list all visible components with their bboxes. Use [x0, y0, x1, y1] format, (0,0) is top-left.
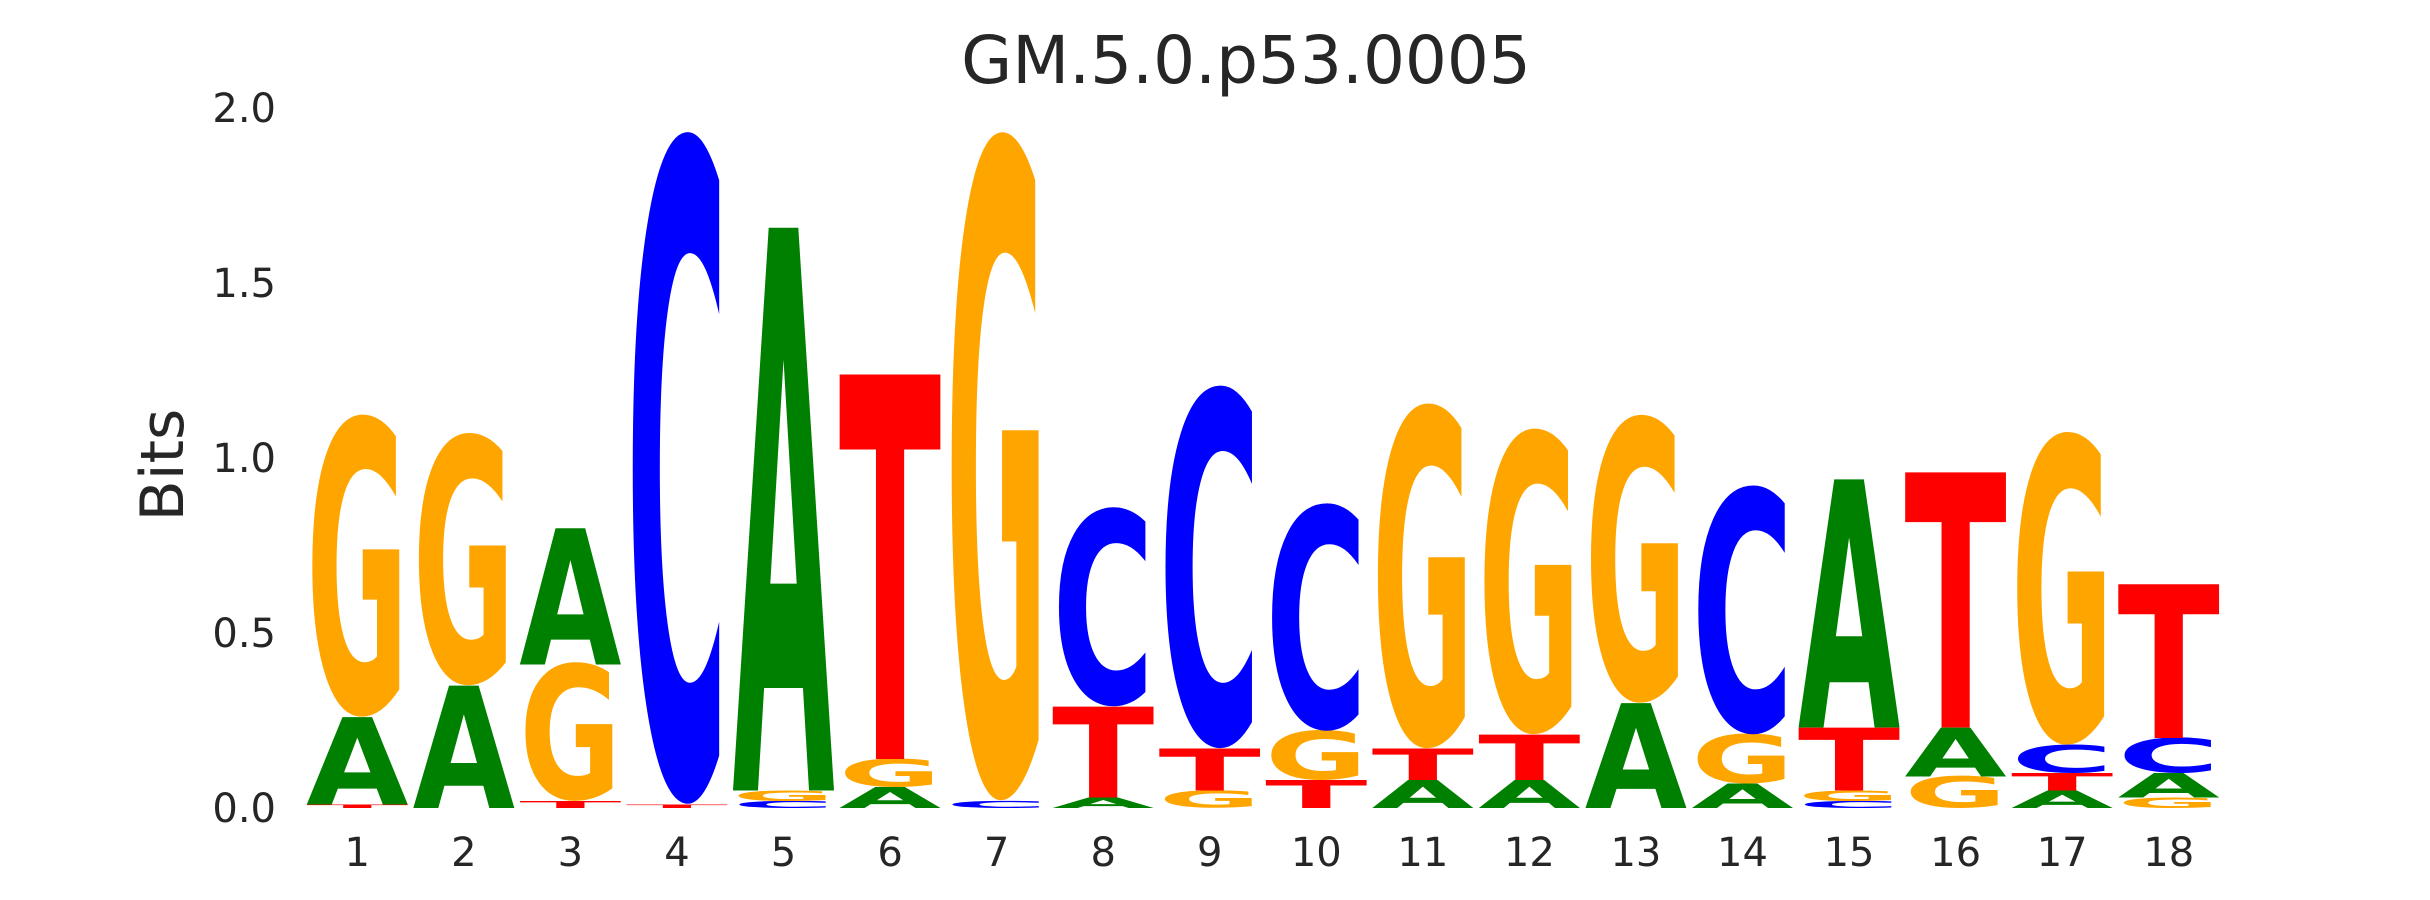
x-tick-label: 13	[1610, 830, 1661, 876]
logo-letter-g: G	[1585, 344, 1687, 788]
logo-letter-t: T	[2118, 543, 2220, 789]
logo-letter-c: C	[1265, 448, 1367, 798]
x-tick-label: 17	[2037, 830, 2088, 876]
y-axis-ticks: 0.0 0.5 1.0 1.5 2.0	[212, 86, 276, 832]
x-tick-label: 2	[451, 830, 476, 876]
logo-letter-g: G	[413, 372, 515, 760]
logo-letter-a: A	[732, 74, 835, 900]
y-tick-label: 1.5	[212, 261, 276, 307]
logo-letter-g: G	[2011, 357, 2113, 838]
logo-letter-t: T	[839, 271, 942, 884]
logo-letter-g: G	[1372, 319, 1474, 850]
y-tick-label: 0.5	[212, 611, 276, 657]
logo-letter-a: A	[1798, 411, 1901, 808]
logo-letter-g: G	[945, 0, 1047, 900]
x-tick-label: 4	[664, 830, 689, 876]
y-tick-label: 0.0	[212, 786, 276, 832]
x-tick-label: 3	[558, 830, 583, 876]
x-tick-label: 16	[1930, 830, 1981, 876]
x-tick-label: 11	[1397, 830, 1448, 876]
x-tick-label: 8	[1090, 830, 1115, 876]
y-axis-label: Bits	[128, 409, 198, 522]
x-tick-label: 15	[1824, 830, 1875, 876]
logo-letter-c: C	[1691, 425, 1793, 808]
x-tick-label: 9	[1197, 830, 1222, 876]
x-tick-label: 10	[1291, 830, 1342, 876]
logo-letter-g: G	[1478, 353, 1580, 825]
logo-letter-c: C	[1159, 297, 1261, 855]
x-tick-label: 12	[1504, 830, 1555, 876]
logo-letter-g: G	[306, 340, 408, 806]
y-tick-label: 1.0	[212, 436, 276, 482]
y-tick-label: 2.0	[212, 86, 276, 132]
x-tick-label: 7	[984, 830, 1009, 876]
x-tick-label: 14	[1717, 830, 1768, 876]
x-tick-label: 5	[771, 830, 796, 876]
logo-letter-c: C	[1052, 459, 1154, 765]
logo-letter-t: T	[1904, 404, 2007, 811]
logo-letter-c: C	[626, 0, 728, 900]
x-tick-label: 1	[345, 830, 370, 876]
x-axis-ticks: 1 2 3 4 5 6 7 8 9 10 11 12 13 14 15 16 17 18	[345, 830, 2195, 876]
x-tick-label: 6	[877, 830, 902, 876]
x-tick-label: 18	[2143, 830, 2194, 876]
logo-letter-a: A	[519, 492, 621, 709]
